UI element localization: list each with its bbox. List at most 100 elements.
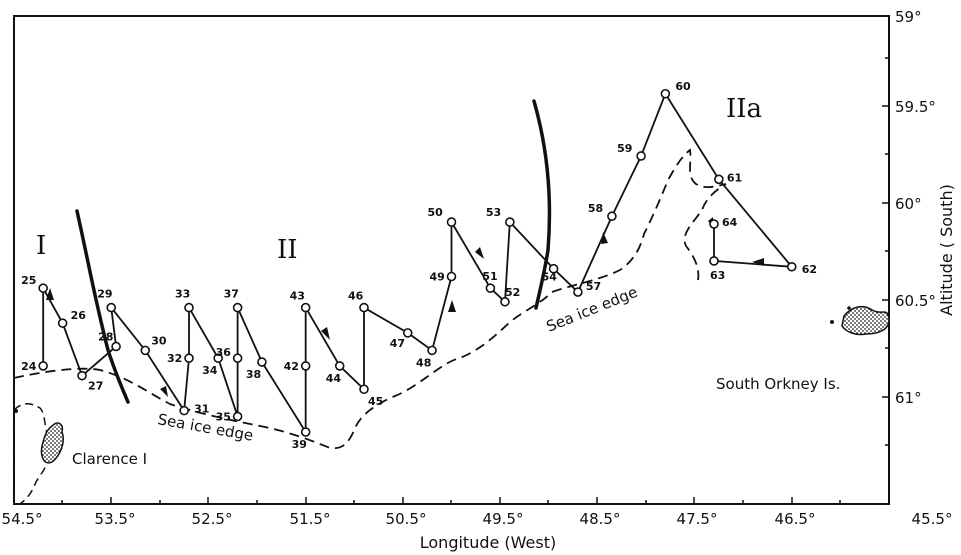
station-marker [300, 427, 311, 437]
station-label: 49 [430, 270, 445, 283]
station-label: 61 [727, 171, 742, 184]
station-label: 31 [194, 403, 209, 416]
station-marker [548, 263, 559, 274]
station-marker [709, 256, 719, 266]
track-line [81, 345, 117, 377]
station-label: 64 [722, 216, 738, 229]
station-marker [232, 302, 243, 313]
station-label: 33 [175, 288, 190, 301]
station-marker [300, 302, 311, 313]
station-marker [607, 211, 617, 222]
station-marker [38, 361, 48, 371]
clarence-island [13, 403, 64, 505]
track-line [183, 91, 794, 436]
x-tick-label: 49.5° [483, 510, 524, 528]
region-label-i: I [36, 231, 46, 261]
station-label: 53 [486, 206, 501, 219]
station-label: 32 [167, 352, 182, 365]
station-marker [184, 302, 194, 313]
station-marker [485, 283, 496, 293]
station-label: 52 [505, 286, 520, 299]
station-label: 51 [482, 270, 497, 283]
station-marker [505, 217, 515, 227]
x-tick-label: 48.5° [580, 510, 621, 528]
region-label-iia: IIa [726, 94, 762, 124]
station-label: 48 [416, 356, 431, 369]
station-marker [232, 411, 243, 422]
y-tick-label: 60° [895, 195, 922, 213]
place-label-clarence: Clarence I [72, 450, 147, 468]
station-marker [300, 361, 311, 371]
station-marker [77, 370, 87, 381]
y-tick-label: 59.5° [895, 98, 936, 116]
station-label: 46 [348, 290, 364, 303]
station-label: 37 [224, 288, 239, 301]
y-ticks [882, 57, 889, 446]
station-marker [232, 353, 243, 363]
station-label: 30 [151, 334, 167, 347]
station-label: 28 [98, 330, 113, 343]
y-tick-label: 61° [895, 389, 922, 407]
station-marker [111, 341, 121, 352]
x-tick-label: 46.5° [775, 510, 816, 528]
station-marker [184, 353, 194, 363]
station-marker [106, 302, 117, 313]
station-marker [257, 357, 267, 367]
station-label: 27 [88, 380, 103, 393]
station-marker [140, 345, 151, 356]
track-line [42, 284, 83, 376]
station-label: 43 [290, 290, 305, 303]
y-tick-label: 59° [895, 8, 922, 26]
station-label: 39 [292, 438, 307, 451]
station-label: 47 [390, 337, 405, 350]
x-tick-label: 53.5° [95, 510, 136, 528]
stations: 24 25 26 27 28 29 30 31 32 33 34 35 36 37 38 39 42 43 44 45… [21, 80, 817, 451]
x-tick-label: 52.5° [192, 510, 233, 528]
station-label: 25 [21, 274, 36, 287]
station-marker [714, 174, 724, 185]
station-marker [334, 361, 345, 371]
station-label: 58 [588, 202, 603, 215]
x-tick-label: 45.5° [912, 510, 953, 528]
x-tick-label: 51.5° [290, 510, 331, 528]
x-tick-label: 50.5° [386, 510, 427, 528]
station-marker [636, 151, 646, 161]
station-label: 26 [71, 309, 87, 322]
x-tick-label: 54.5° [2, 510, 43, 528]
south-orkney-islands [830, 305, 890, 336]
station-label: 60 [675, 80, 691, 93]
y-tick-label: 60.5° [895, 292, 936, 310]
station-marker [359, 384, 369, 395]
station-label: 38 [246, 368, 261, 381]
station-label: 50 [428, 206, 444, 219]
station-label: 24 [21, 360, 37, 373]
y-axis-label: Altitude ( South) [937, 184, 956, 316]
sea-ice-edge [13, 148, 727, 450]
station-marker [709, 219, 719, 229]
station-label: 44 [326, 372, 342, 385]
station-marker [57, 318, 68, 328]
station-marker [446, 217, 457, 227]
station-label: 54 [542, 271, 558, 284]
station-marker [213, 353, 223, 363]
station-marker [359, 302, 369, 313]
y-tick-labels: 59° 59.5° 60° 60.5° 61° [895, 8, 936, 407]
station-marker [402, 328, 413, 338]
x-ticks [61, 497, 841, 504]
station-label: 35 [216, 410, 231, 423]
x-tick-labels: 54.5° 53.5° 52.5° 51.5° 50.5° 49.5° 48.5… [2, 510, 953, 528]
station-label: 45 [368, 395, 383, 408]
track-arrows [46, 217, 764, 397]
station-label: 62 [802, 263, 817, 276]
station-label: 63 [710, 269, 725, 282]
station-marker [786, 261, 797, 272]
x-axis-label: Longitude (West) [420, 533, 556, 552]
station-marker [573, 287, 583, 297]
station-marker [179, 405, 189, 416]
station-marker [38, 283, 48, 293]
track-line [109, 304, 185, 412]
station-marker [500, 296, 510, 307]
station-label: 36 [216, 346, 232, 359]
station-label: 34 [202, 364, 218, 377]
